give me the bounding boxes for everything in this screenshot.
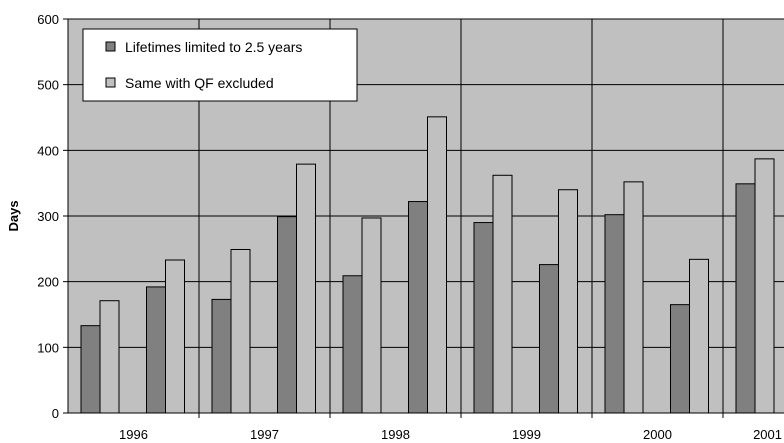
bar-series-1-1996-h2 — [146, 286, 166, 414]
bar-series-1-1999-h1 — [473, 222, 494, 414]
legend: Lifetimes limited to 2.5 years Same with… — [82, 28, 358, 102]
bar-series-1-1997-h1 — [211, 298, 232, 414]
bar-series-1-1999-h2 — [539, 264, 559, 414]
legend-swatch-series-1 — [105, 41, 116, 52]
y-tick-label: 200 — [37, 275, 59, 290]
legend-swatch-series-2 — [105, 77, 116, 88]
axes-group — [63, 18, 784, 418]
bar-series-2-1996-h2 — [165, 259, 185, 414]
bar-series-2-1998-h1 — [361, 217, 382, 414]
bar-series-2-1999-h1 — [492, 174, 513, 414]
y-axis-label: Days — [6, 200, 21, 231]
bar-series-2-1996-h1 — [99, 300, 120, 414]
x-tick-label: 1996 — [119, 427, 148, 442]
bar-series-2-2000-h1 — [623, 181, 644, 414]
legend-label-series-1: Lifetimes limited to 2.5 years — [125, 39, 302, 55]
x-tick-label: 1999 — [512, 427, 541, 442]
bar-series-2-1997-h2 — [296, 163, 316, 414]
y-tick-label: 400 — [37, 143, 59, 158]
x-tick-label: 1998 — [381, 427, 410, 442]
x-tick-labels: 1996 1997 1998 1999 2000 2001 — [119, 427, 782, 442]
y-tick-label: 300 — [37, 209, 59, 224]
y-tick-label: 100 — [37, 340, 59, 355]
bar-series-1-2000-h1 — [604, 214, 625, 414]
bar-series-1-2001-h1 — [735, 183, 756, 414]
y-tick-label: 0 — [52, 406, 59, 421]
y-tick-label: 600 — [37, 12, 59, 27]
x-tick-label: 2001 — [753, 427, 782, 442]
legend-box — [82, 28, 358, 102]
x-tick-label: 1997 — [250, 427, 279, 442]
bar-series-2-2000-h2 — [689, 258, 709, 414]
bar-series-1-1998-h1 — [342, 275, 363, 414]
x-tick-label: 2000 — [643, 427, 672, 442]
bar-series-1-1997-h2 — [277, 216, 297, 414]
bar-series-2-1998-h2 — [427, 116, 447, 414]
bar-series-1-2000-h2 — [670, 304, 690, 414]
legend-label-series-2: Same with QF excluded — [125, 75, 274, 91]
bar-series-2-1997-h1 — [230, 248, 251, 414]
bar-series-2-2001-h1 — [754, 158, 775, 414]
y-tick-label: 500 — [37, 78, 59, 93]
bar-series-1-1996-h1 — [80, 325, 101, 414]
y-tick-labels: 0 100 200 300 400 500 600 — [37, 12, 59, 421]
bar-series-2-1999-h2 — [558, 189, 578, 414]
bar-series-1-1998-h2 — [408, 201, 428, 414]
